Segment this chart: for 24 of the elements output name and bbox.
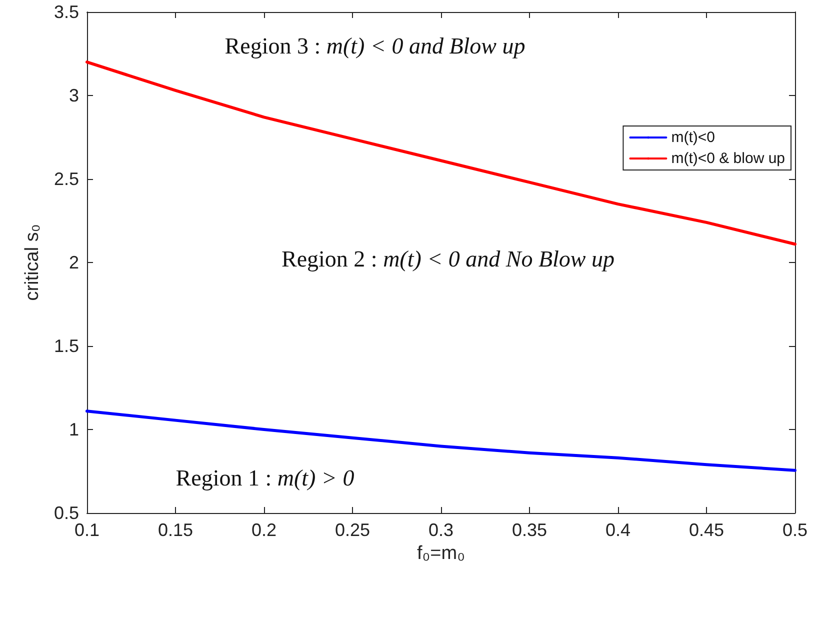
- annotation: Region 1 : m(t) > 0: [176, 466, 355, 490]
- y-axis-title: critical s₀: [22, 224, 43, 301]
- legend-label: m(t)<0 & blow up: [671, 150, 785, 167]
- x-tick-label: 0.2: [251, 520, 277, 540]
- y-tick-label: 2: [68, 252, 79, 272]
- x-tick-label: 0.15: [158, 520, 194, 540]
- x-tick-label: 0.25: [334, 520, 370, 540]
- x-tick-label: 0.45: [688, 520, 724, 540]
- y-tick-label: 3: [68, 86, 79, 106]
- y-tick-label: 3.5: [54, 2, 79, 22]
- x-tick-label: 0.5: [782, 520, 808, 540]
- line-series: [86, 60, 796, 246]
- y-tick-label: 1: [68, 420, 79, 440]
- annotation: Region 3 : m(t) < 0 and Blow up: [224, 34, 526, 58]
- y-tick-label: 2.5: [54, 169, 79, 189]
- annotation: Region 2 : m(t) < 0 and No Blow up: [281, 246, 615, 272]
- x-tick-label: 0.3: [428, 520, 454, 540]
- x-axis-title: f₀=m₀: [417, 542, 465, 564]
- y-tick-label: 0.5: [54, 503, 79, 523]
- x-tick-label: 0.35: [512, 520, 548, 540]
- legend-label: m(t)<0: [671, 129, 715, 146]
- x-tick-label: 0.4: [605, 520, 631, 540]
- y-tick-label: 1.5: [54, 336, 79, 356]
- x-tick-label: 0.1: [74, 520, 100, 540]
